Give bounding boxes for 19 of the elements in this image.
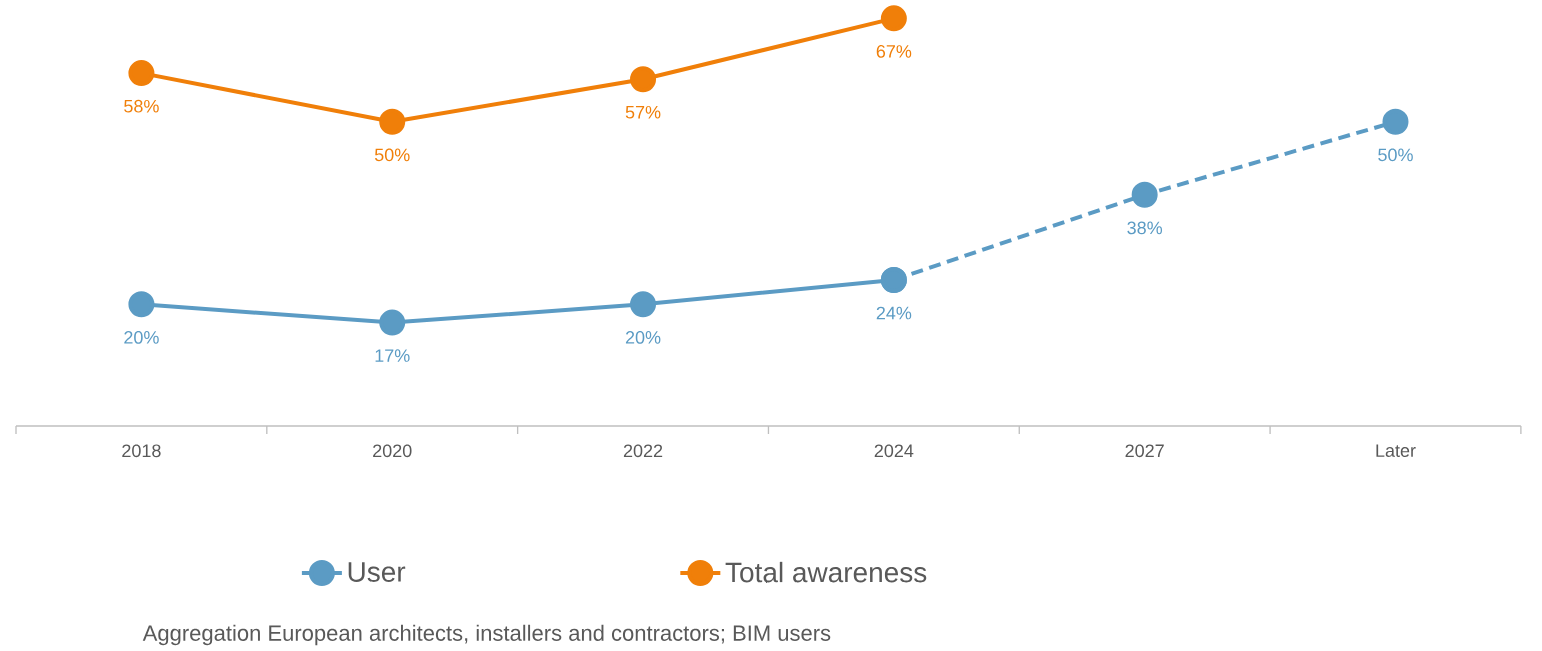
data-label: 57% [625,105,661,119]
x-tick-label: 2024 [874,444,914,458]
x-tick-label: 2018 [122,444,161,458]
x-tick-label: 2022 [623,444,663,458]
x-tick-label: Later [1376,444,1416,457]
data-label: 50% [374,148,410,162]
data-label: 58% [124,99,159,113]
legend-label: Total awareness [725,561,927,583]
data-label: 20% [124,331,159,344]
text: Aggregation European architects, installers and contractors; BIM users [142,624,831,646]
legend-label: User [348,562,406,582]
data-label: 20% [625,331,661,344]
data-label: 67% [876,45,912,58]
data-label: 50% [1378,148,1413,162]
data-label: 24% [876,306,912,320]
data-label: 17% [375,349,410,362]
data-label: 38% [1127,221,1163,235]
x-tick-label: 2020 [373,444,412,458]
x-tick-label: 2027 [1125,444,1164,458]
